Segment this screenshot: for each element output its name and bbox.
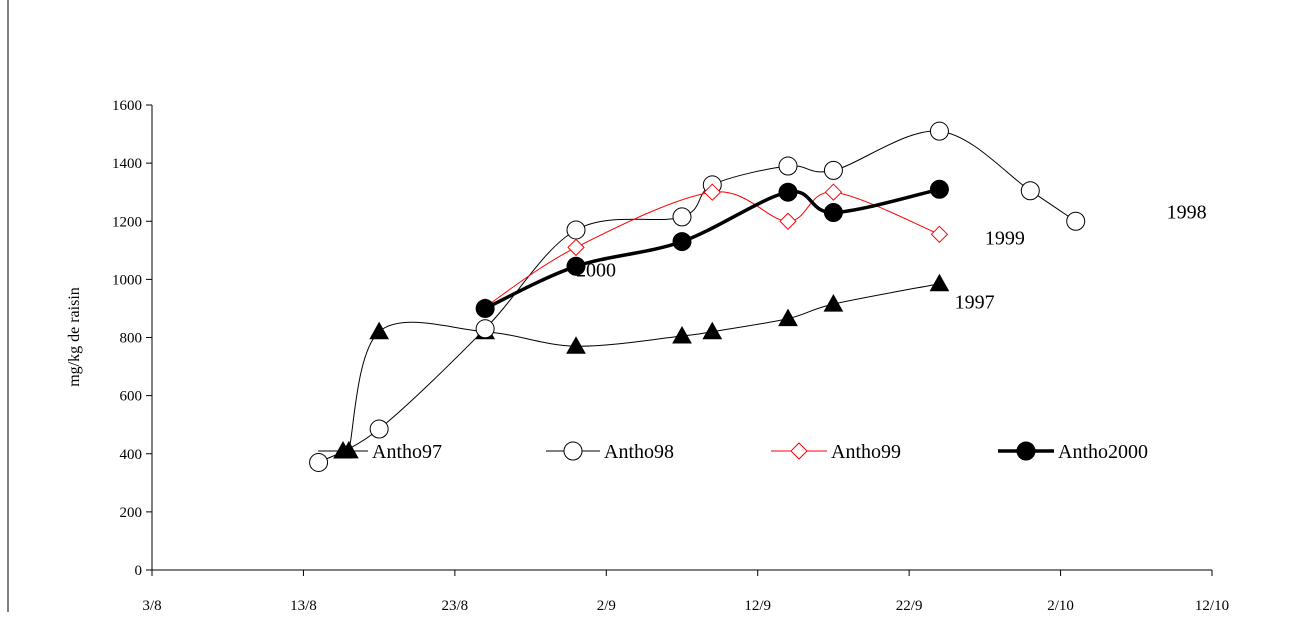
legend-marker	[333, 440, 353, 459]
series-line-Antho98	[318, 130, 1076, 463]
x-tick-label: 3/8	[142, 598, 161, 614]
x-tick-label: 2/9	[597, 598, 616, 614]
legend-label: Antho2000	[1058, 441, 1148, 463]
y-tick-label: 1400	[112, 156, 142, 172]
data-point-Antho98	[1066, 211, 1086, 231]
series-Antho98	[309, 121, 1086, 472]
data-point-Antho98	[929, 121, 949, 141]
data-point-Antho97	[823, 294, 844, 312]
x-tick-label: 13/8	[290, 598, 317, 614]
y-axis-ticks: 0 200 400 600 800 1000 1200 1400 1600	[112, 98, 152, 579]
data-point-Antho99	[703, 183, 721, 201]
data-point-Antho2000	[778, 182, 798, 202]
data-point-Antho99	[779, 212, 797, 230]
y-tick-label: 400	[120, 447, 143, 463]
data-point-Antho99	[930, 225, 949, 244]
data-point-Antho2000	[929, 179, 949, 199]
data-point-Antho98	[1020, 181, 1040, 201]
data-point-Antho98	[566, 220, 586, 240]
data-point-Antho97	[566, 336, 586, 354]
y-tick-label: 200	[120, 505, 143, 521]
series-line-Antho99	[484, 191, 940, 308]
y-axis-label: mg/kg de raisin	[66, 287, 83, 387]
legend: Antho97 Antho98 Antho99 Antho2000	[318, 440, 1148, 463]
x-tick-label: 22/9	[896, 598, 923, 614]
data-point-Antho98	[309, 452, 329, 472]
annotation-label: 2000	[576, 259, 616, 281]
data-point-Antho97	[672, 326, 692, 344]
data-point-Antho2000	[823, 203, 843, 223]
series-Antho97	[339, 273, 950, 459]
x-tick-label: 2/10	[1047, 598, 1074, 614]
series-line-Antho97	[348, 283, 940, 451]
legend-marker	[563, 441, 583, 461]
y-tick-label: 1000	[112, 272, 142, 288]
annotation-label: 1999	[985, 228, 1025, 250]
y-tick-label: 1600	[112, 98, 142, 114]
data-point-Antho2000	[566, 256, 586, 276]
legend-label: Antho98	[604, 441, 674, 463]
y-tick-label: 600	[120, 389, 143, 405]
legend-label: Antho97	[372, 441, 442, 463]
legend-item-Antho99: Antho99	[771, 441, 901, 463]
data-point-Antho2000	[475, 298, 495, 318]
data-point-Antho98	[475, 319, 495, 339]
annotation-layer: 1998 1999 2000 1997	[576, 201, 1207, 313]
data-point-Antho98	[369, 419, 389, 439]
series-Antho2000	[475, 179, 949, 318]
x-tick-label: 12/9	[744, 598, 771, 614]
data-point-Antho97	[702, 321, 723, 340]
data-point-Antho97	[778, 308, 798, 327]
data-point-Antho97	[369, 321, 389, 340]
annotation-label: 1998	[1167, 201, 1207, 223]
series-line-Antho2000	[484, 187, 940, 310]
x-tick-label: 23/8	[442, 598, 469, 614]
legend-item-Antho97: Antho97	[318, 440, 442, 463]
data-point-Antho98	[778, 156, 798, 176]
legend-label: Antho99	[831, 441, 901, 463]
y-tick-label: 800	[120, 331, 143, 347]
data-point-Antho98	[672, 207, 692, 227]
data-point-Antho98	[823, 160, 843, 180]
legend-marker	[1016, 441, 1036, 461]
x-axis-ticks: 3/8 13/8 23/8 2/9 12/9 22/9 2/10 12/10	[142, 570, 1229, 614]
y-tick-label: 0	[135, 563, 143, 579]
legend-marker	[790, 442, 808, 460]
legend-item-Antho2000: Antho2000	[998, 441, 1148, 463]
data-point-Antho99	[824, 183, 843, 201]
data-point-Antho99	[567, 238, 585, 257]
x-tick-label: 12/10	[1195, 598, 1229, 614]
annotation-label: 1997	[955, 291, 995, 313]
data-point-Antho97	[929, 273, 950, 292]
data-point-Antho2000	[672, 232, 692, 252]
legend-item-Antho98: Antho98	[546, 441, 674, 463]
y-tick-label: 1200	[112, 214, 142, 230]
